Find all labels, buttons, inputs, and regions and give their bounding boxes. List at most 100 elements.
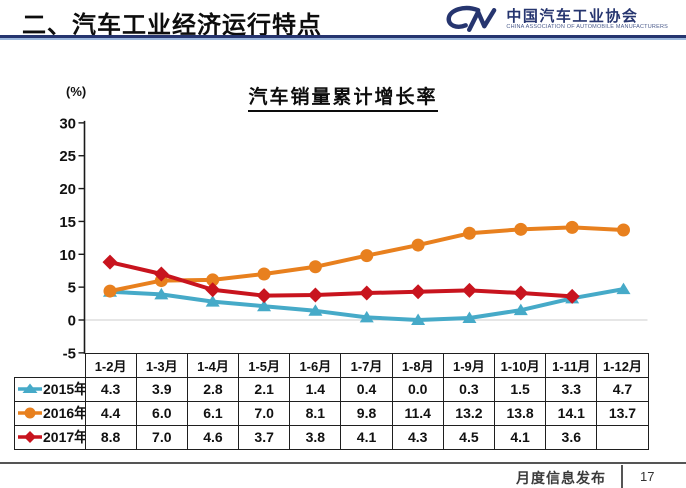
- table-row-2015年: 2015年 4.3 3.9 2.8 2.1 1.4 0.4 0.0 0.3 1.5 3.3 4.7: [14, 376, 649, 402]
- diamond-marker: [205, 282, 221, 298]
- series-2017年: [102, 254, 580, 304]
- month-header-cell: 1-11月: [545, 353, 598, 378]
- value-cell: 7.0: [135, 424, 188, 450]
- triangle-marker: [513, 303, 528, 316]
- y-tick-label: -5: [63, 345, 76, 362]
- value-cell: 3.7: [238, 424, 291, 450]
- month-header-cell: 1-3月: [135, 353, 188, 378]
- value-cell: 0.4: [340, 376, 393, 402]
- table-row-2017年: 2017年 8.8 7.0 4.6 3.7 3.8 4.1 4.3 4.5 4.1 3.6: [14, 424, 649, 450]
- value-cell: 3.3: [545, 376, 598, 402]
- value-cell: 4.1: [493, 424, 547, 450]
- legend-label: 2015年: [43, 381, 85, 397]
- series-2016年: [103, 220, 630, 298]
- value-cell: 0.3: [442, 376, 496, 402]
- triangle-legend-icon: [18, 383, 42, 393]
- value-cell: 14.1: [545, 400, 598, 426]
- footer-divider: [0, 462, 686, 464]
- y-tick-label: 10: [59, 247, 76, 264]
- footer-label: 月度信息发布: [516, 470, 606, 486]
- value-cell: 4.5: [442, 424, 496, 450]
- diamond-legend-icon: [18, 431, 42, 443]
- month-header-cell: 1-7月: [340, 353, 393, 378]
- triangle-marker: [257, 299, 272, 312]
- circle-marker: [360, 249, 374, 263]
- sales-growth-line-chart: 30 25 20 15 10 5 0 -5: [59, 115, 648, 362]
- circle-marker: [617, 223, 630, 237]
- diamond-marker: [461, 282, 477, 298]
- value-cell: 4.3: [84, 376, 137, 402]
- value-cell: 11.4: [391, 400, 444, 426]
- chart-title-wrap: 汽车销量累计增长率: [0, 82, 686, 112]
- month-header-cell: 1-4月: [186, 353, 240, 378]
- legend-cell-2015年: 2015年: [14, 376, 86, 402]
- y-tick-label: 20: [59, 181, 76, 198]
- circle-marker: [206, 273, 220, 287]
- series-line-2017年: [108, 260, 575, 299]
- chart-data-table: 1-2月 1-3月 1-4月 1-5月 1-6月 1-7月 1-8月 1-9月 1-10月 1-1…: [14, 353, 649, 450]
- month-header-cell: 1-12月: [596, 353, 649, 378]
- circle-marker: [257, 267, 271, 281]
- value-cell: 6.0: [135, 400, 188, 426]
- diamond-marker: [102, 254, 118, 270]
- value-cell: 4.3: [391, 424, 444, 450]
- diamond-marker: [564, 288, 580, 304]
- org-name-cn: 中国汽车工业协会: [506, 7, 639, 25]
- month-header-cell: 1-10月: [493, 353, 547, 378]
- value-cell: 3.6: [545, 424, 598, 450]
- month-header-cell: 1-9月: [442, 353, 496, 378]
- month-header-cell: 1-2月: [84, 353, 137, 378]
- chart-title: 汽车销量累计增长率: [248, 82, 438, 112]
- triangle-marker: [308, 304, 323, 316]
- legend-label: 2016年: [43, 405, 85, 421]
- triangle-marker: [359, 310, 374, 323]
- header-rule-dark: [0, 35, 686, 38]
- value-cell: 2.1: [238, 376, 291, 402]
- value-cell: 1.4: [289, 376, 342, 402]
- circle-marker: [411, 238, 425, 252]
- y-tick-label: 30: [59, 115, 76, 132]
- y-tick-label: 0: [68, 313, 76, 330]
- value-cell: 6.1: [186, 400, 240, 426]
- value-cell: 3.9: [135, 376, 188, 402]
- triangle-marker: [616, 282, 631, 295]
- y-axis-unit-label: (%): [66, 84, 87, 99]
- value-cell: 1.5: [493, 376, 547, 402]
- month-header-row: 1-2月 1-3月 1-4月 1-5月 1-6月 1-7月 1-8月 1-9月 1-10月 1-1…: [15, 353, 649, 378]
- value-cell: 13.2: [442, 400, 496, 426]
- month-header-cell: 1-6月: [289, 353, 342, 378]
- diamond-marker: [513, 285, 529, 301]
- diamond-marker: [410, 284, 426, 300]
- triangle-marker: [462, 311, 477, 324]
- diamond-marker: [256, 288, 272, 304]
- header-spacer-cell: [15, 354, 86, 378]
- value-cell: 3.8: [289, 424, 342, 450]
- legend-label: 2017年: [43, 429, 85, 445]
- org-logo: 中国汽车工业协会 CHINA ASSOCIATION OF AUTOMOBILE…: [442, 4, 668, 36]
- circle-marker: [103, 284, 117, 298]
- diamond-marker: [359, 285, 375, 301]
- diamond-marker: [307, 287, 323, 303]
- value-cell: 4.1: [340, 424, 393, 450]
- value-cell: 7.0: [238, 400, 291, 426]
- triangle-marker: [205, 295, 220, 307]
- value-cell: 0.0: [391, 376, 444, 402]
- diamond-marker: [153, 266, 169, 282]
- value-cell: 4.7: [596, 376, 649, 402]
- org-logo-text: 中国汽车工业协会 CHINA ASSOCIATION OF AUTOMOBILE…: [506, 7, 668, 32]
- legend-cell-2017年: 2017年: [14, 424, 86, 450]
- triangle-marker: [411, 313, 426, 325]
- y-tick-label: 5: [68, 280, 76, 297]
- circle-marker: [565, 220, 579, 234]
- month-header-cell: 1-5月: [238, 353, 291, 378]
- value-cell: 13.8: [493, 400, 547, 426]
- circle-marker: [514, 222, 528, 236]
- value-cell: [596, 424, 649, 450]
- value-cell: 4.6: [186, 424, 240, 450]
- value-cell: 8.8: [84, 424, 137, 450]
- circle-legend-icon: [18, 407, 42, 419]
- month-header-cell: 1-8月: [391, 353, 444, 378]
- circle-marker: [308, 260, 322, 274]
- header-rule-light: [0, 38, 686, 40]
